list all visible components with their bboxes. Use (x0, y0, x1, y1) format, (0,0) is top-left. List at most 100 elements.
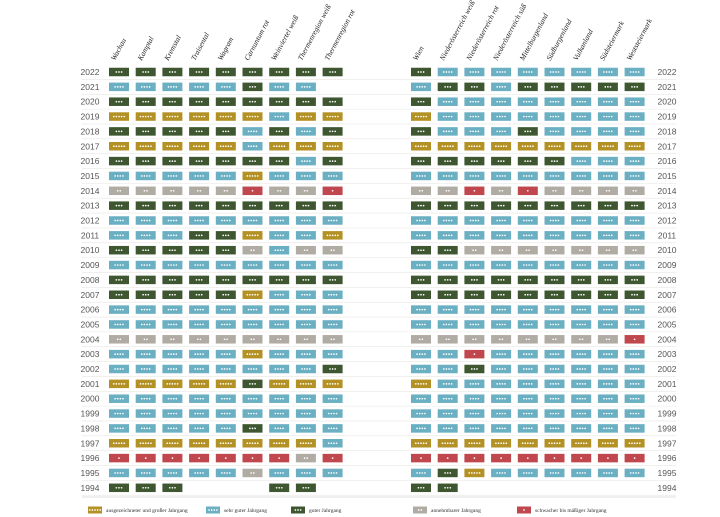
rating-dot (523, 219, 525, 222)
rating-dot (629, 219, 632, 222)
rating-dot (450, 383, 453, 385)
rating-dots (170, 189, 175, 192)
rating-dots (193, 383, 206, 385)
rating-dot (195, 160, 198, 162)
rating-dot (274, 323, 277, 326)
rating-dot (497, 145, 500, 148)
rating-dot (637, 219, 640, 222)
rating-cell (322, 349, 343, 359)
rating-dots (444, 160, 452, 162)
year-label-right: 2008 (658, 275, 677, 285)
rating-dots (629, 234, 640, 237)
rating-dot (303, 160, 306, 162)
rating-dot (251, 427, 254, 430)
rating-dot (222, 160, 225, 162)
rating-dot (445, 234, 448, 237)
rating-dot (584, 397, 586, 400)
rating-dot (523, 71, 525, 73)
rating-dot (472, 115, 474, 118)
rating-dot (146, 353, 148, 355)
rating-dot (301, 130, 303, 133)
rating-dots (521, 145, 534, 148)
rating-dots (275, 71, 283, 73)
rating-dot (529, 442, 532, 445)
rating-dot (275, 279, 278, 281)
rating-dots (418, 338, 424, 341)
rating-dot (196, 189, 199, 192)
rating-dots (114, 368, 124, 370)
rating-dot (579, 323, 581, 326)
rating-dot (470, 204, 473, 207)
rating-dot (279, 368, 282, 370)
rating-dot (120, 486, 123, 489)
rating-dot (144, 249, 147, 252)
rating-dot (424, 219, 426, 222)
rating-dot (450, 353, 453, 355)
rating-dot (226, 353, 228, 355)
rating-dot (301, 368, 303, 370)
rating-dot (476, 279, 478, 281)
rating-dots (114, 308, 124, 311)
rating-dots (222, 160, 230, 162)
rating-dots (603, 100, 613, 103)
rating-dot (193, 442, 195, 445)
rating-dot (249, 204, 251, 207)
rating-dot (603, 100, 605, 103)
rating-dot (254, 175, 256, 177)
rating-dots (549, 353, 560, 355)
year-label-right: 1994 (658, 483, 677, 493)
rating-cell (322, 245, 343, 255)
rating-dots (551, 293, 558, 296)
rating-cell (491, 260, 512, 270)
rating-dot (199, 397, 202, 400)
rating-dot (526, 145, 529, 148)
rating-dot (170, 175, 172, 177)
rating-dot (120, 130, 123, 133)
rating-cell (597, 112, 618, 121)
rating-cell (571, 127, 592, 136)
rating-dot (552, 71, 555, 73)
rating-cell (411, 364, 431, 374)
rating-dot (525, 397, 528, 400)
rating-dot (140, 86, 143, 88)
rating-cell (517, 231, 538, 240)
rating-cell (437, 216, 458, 225)
rating-dots (114, 86, 124, 88)
rating-dots (629, 160, 640, 162)
rating-dot (228, 219, 231, 222)
rating-dot (280, 486, 283, 489)
rating-dot (223, 368, 226, 370)
rating-cell (269, 409, 290, 418)
rating-dots (416, 219, 426, 222)
legend-label: annehmbarer Jahrgang (431, 508, 481, 514)
rating-dot (581, 308, 584, 311)
rating-dot (528, 353, 530, 355)
rating-dot (228, 264, 231, 266)
rating-dot (116, 427, 119, 430)
rating-dot (279, 219, 282, 222)
rating-dot (116, 368, 119, 370)
rating-dot (554, 368, 557, 370)
rating-dot (445, 264, 448, 266)
rating-cell (491, 409, 512, 418)
rating-dot (632, 130, 635, 133)
rating-dots (274, 115, 284, 118)
rating-dot (584, 130, 586, 133)
rating-dots (496, 472, 506, 474)
rating-dot (198, 115, 200, 118)
rating-dot (115, 71, 118, 73)
rating-dot (255, 219, 258, 222)
rating-cell (411, 409, 431, 418)
rating-dot (472, 249, 474, 252)
rating-dot (528, 175, 530, 177)
rating-dots (327, 412, 338, 415)
rating-dots (442, 323, 453, 326)
rating-dot (532, 442, 534, 445)
rating-dots (629, 323, 640, 326)
rating-cell (517, 320, 538, 329)
rating-dot (579, 338, 581, 341)
rating-dots (116, 338, 122, 341)
rating-dots (469, 264, 480, 266)
rating-dot (557, 472, 560, 474)
rating-cell (624, 67, 645, 77)
